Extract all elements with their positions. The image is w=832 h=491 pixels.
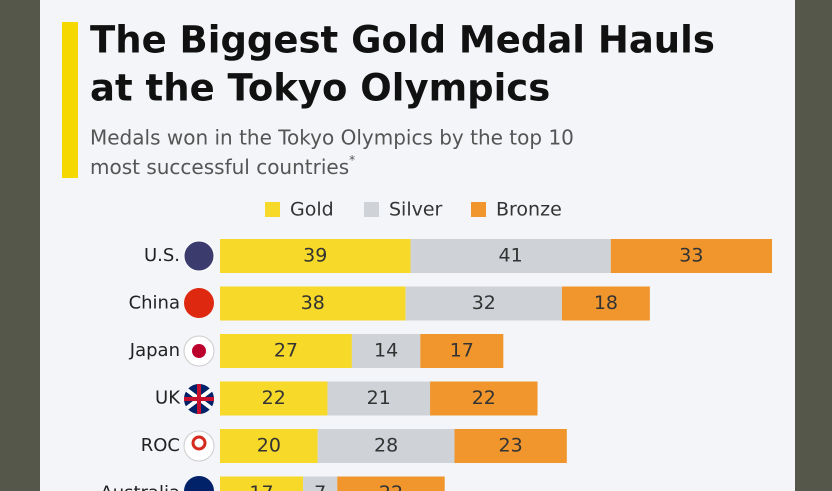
value-label: 27 [274, 340, 298, 362]
bar-segment [317, 429, 455, 463]
value-label: 22 [472, 387, 496, 409]
value-label: 17 [249, 482, 273, 491]
category-label: Japan [129, 340, 180, 361]
flag-icon [191, 435, 207, 451]
bar-segment [220, 286, 406, 321]
value-label: 38 [301, 292, 325, 314]
legend-swatch [471, 202, 486, 217]
value-label: 39 [303, 245, 327, 267]
value-label: 28 [374, 435, 398, 457]
bar-segment [220, 334, 352, 368]
bar-segment [220, 429, 318, 463]
legend-swatch [364, 202, 379, 217]
bar-segment [220, 476, 304, 491]
category-label: U.S. [144, 245, 180, 266]
chart-title: The Biggest Gold Medal Hauls [90, 19, 715, 62]
bar-segment [430, 381, 538, 416]
bar-segment [410, 239, 611, 273]
bar-segment [303, 476, 338, 491]
category-label: Australia [100, 483, 180, 491]
category-label: ROC [141, 435, 180, 456]
category-label: UK [155, 388, 181, 409]
value-label: 22 [262, 387, 286, 409]
flag-icon [183, 430, 215, 462]
bar-segment [420, 334, 504, 368]
value-label: 21 [367, 387, 391, 409]
value-label: 7 [314, 482, 326, 491]
chart-subtitle: most successful countries* [90, 153, 355, 179]
value-label: 41 [499, 245, 523, 267]
bar-segment [351, 334, 421, 368]
subtitle-line: most successful countries [90, 155, 349, 179]
bar-segment [610, 239, 772, 273]
legend-label: Bronze [496, 199, 562, 221]
value-label: 20 [257, 435, 281, 457]
value-label: 32 [472, 292, 496, 314]
flag-icon [183, 240, 215, 272]
category-label: China [129, 293, 180, 314]
bar-segment [561, 286, 650, 321]
bar-segment [454, 429, 567, 463]
flags [183, 240, 215, 491]
bar-segment [405, 286, 562, 321]
chart-title: at the Tokyo Olympics [90, 67, 550, 110]
value-label: 17 [450, 340, 474, 362]
legend-label: Silver [389, 199, 443, 221]
legend-swatch [265, 202, 280, 217]
value-label: 23 [499, 435, 523, 457]
footnote-marker: * [349, 153, 355, 167]
accent-bar [62, 22, 78, 178]
flag-icon [192, 344, 206, 358]
flag-icon [184, 384, 214, 414]
bar-segment [220, 381, 328, 416]
flag-icon [184, 476, 214, 491]
legend-label: Gold [290, 199, 334, 221]
bar-segment [327, 381, 431, 416]
value-label: 18 [594, 292, 618, 314]
flag-icon [184, 288, 214, 318]
bar-segment [337, 476, 445, 491]
bar-segment [220, 239, 411, 273]
value-label: 22 [379, 482, 403, 491]
value-label: 33 [679, 245, 703, 267]
chart-subtitle: Medals won in the Tokyo Olympics by the … [90, 126, 574, 150]
value-label: 14 [374, 340, 398, 362]
